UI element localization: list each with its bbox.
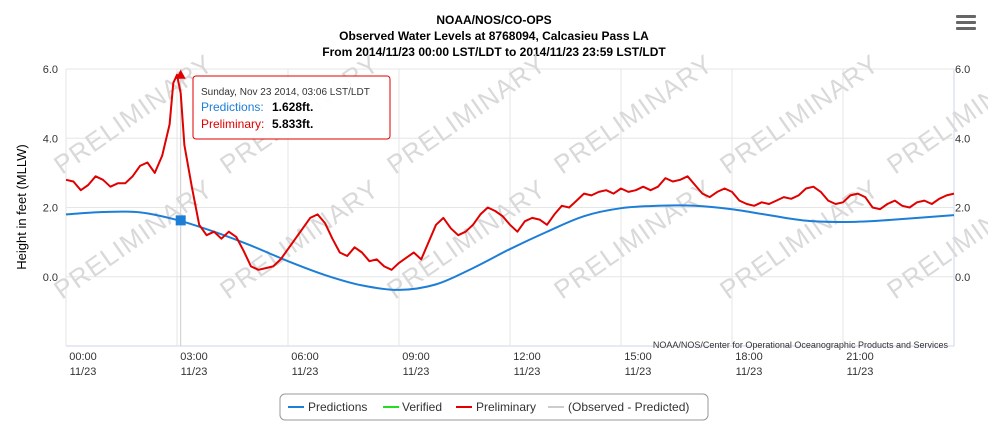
legend-box — [279, 393, 709, 421]
y-tick-label-right: 6.0 — [955, 64, 970, 76]
x-tick-label-date: 11/23 — [625, 366, 652, 378]
hamburger-menu-icon-bar — [956, 21, 976, 24]
x-tick-label-time: 09:00 — [402, 351, 430, 363]
x-tick-label-time: 03:00 — [180, 351, 208, 363]
y-tick-label-left: 2.0 — [43, 203, 58, 215]
series-line-preliminary — [65, 73, 955, 271]
tooltip-predictions-label: Predictions: — [201, 100, 264, 114]
y-axis-title: Height in feet (MLLW) — [14, 144, 29, 269]
x-tick-label-date: 11/23 — [292, 366, 319, 378]
y-tick-label-right: 0.0 — [955, 272, 970, 284]
tooltip-predictions-value: 1.628ft. — [272, 100, 313, 114]
chart-title-line-3: From 2014/11/23 00:00 LST/LDT to 2014/11… — [322, 45, 666, 59]
chart-legend: Predictions Verified Preliminary (Observ… — [279, 393, 709, 421]
legend-label-verified: Verified — [402, 400, 442, 414]
watermark-text: PRELIMINARY — [881, 173, 988, 305]
x-tick-label-date: 11/23 — [847, 366, 874, 378]
legend-item-observed-minus-predicted[interactable]: (Observed - Predicted) — [548, 400, 689, 414]
marker-layer — [175, 69, 186, 226]
predictions-hover-marker — [175, 215, 186, 226]
tooltip-date: Sunday, Nov 23 2014, 03:06 LST/LDT — [201, 87, 370, 98]
x-tick-label-time: 00:00 — [69, 351, 97, 363]
x-tick-label-date: 11/23 — [736, 366, 763, 378]
y-tick-label-left: 0.0 — [43, 272, 58, 284]
y-tick-label-left: 4.0 — [43, 133, 58, 145]
x-tick-label-time: 21:00 — [846, 351, 874, 363]
watermark-text: PRELIMINARY — [381, 173, 551, 305]
watermark-text: PRELIMINARY — [548, 48, 718, 180]
watermark-text: PRELIMINARY — [714, 48, 884, 180]
x-tick-label-time: 06:00 — [291, 351, 319, 363]
x-tick-label-time: 18:00 — [735, 351, 763, 363]
tooltip-preliminary-value: 5.833ft. — [272, 117, 313, 131]
hamburger-menu-icon-bar — [956, 15, 976, 18]
x-tick-label-date: 11/23 — [514, 366, 541, 378]
y-tick-labels: 6.0 6.0 4.0 4.0 2.0 2.0 0.0 0.0 — [43, 64, 971, 284]
x-tick-label-date: 11/23 — [403, 366, 430, 378]
chart-context-menu-button[interactable] — [954, 12, 978, 34]
x-tick-labels: 00:00 11/23 03:00 11/23 06:00 11/23 09:00 11/23… — [69, 351, 874, 378]
tooltip-preliminary-label: Preliminary: — [201, 117, 264, 131]
hamburger-menu-icon-bar — [956, 27, 976, 30]
x-tick-label-time: 15:00 — [624, 351, 652, 363]
legend-label-preliminary: Preliminary — [476, 400, 536, 414]
chart-title-line-2: Observed Water Levels at 8768094, Calcas… — [339, 29, 649, 43]
hover-tooltip: Sunday, Nov 23 2014, 03:06 LST/LDT Predi… — [192, 75, 391, 140]
chart-credit: NOAA/NOS/Center for Operational Oceanogr… — [653, 340, 949, 350]
legend-label-predictions: Predictions — [308, 400, 367, 414]
series-layer — [65, 73, 955, 291]
legend-label-observed-minus-predicted: (Observed - Predicted) — [568, 400, 689, 414]
watermark-text: PRELIMINARY — [881, 48, 988, 180]
tooltip-box — [192, 75, 391, 140]
legend-item-predictions[interactable]: Predictions — [288, 400, 367, 414]
watermark-text: PRELIMINARY — [714, 173, 884, 305]
y-tick-label-left: 6.0 — [43, 64, 58, 76]
y-tick-label-right: 2.0 — [955, 203, 970, 215]
legend-item-verified[interactable]: Verified — [383, 400, 442, 414]
preliminary-hover-marker — [175, 69, 186, 79]
chart-title-line-1: NOAA/NOS/CO-OPS — [436, 13, 551, 27]
x-tick-label-date: 11/23 — [181, 366, 208, 378]
watermark-text: PRELIMINARY — [548, 173, 718, 305]
x-tick-label-time: 12:00 — [513, 351, 541, 363]
series-line-predictions — [65, 204, 955, 291]
x-tick-label-date: 11/23 — [70, 366, 97, 378]
y-tick-label-right: 4.0 — [955, 133, 970, 145]
legend-item-preliminary[interactable]: Preliminary — [456, 400, 536, 414]
watermark-text: PRELIMINARY — [381, 48, 551, 180]
